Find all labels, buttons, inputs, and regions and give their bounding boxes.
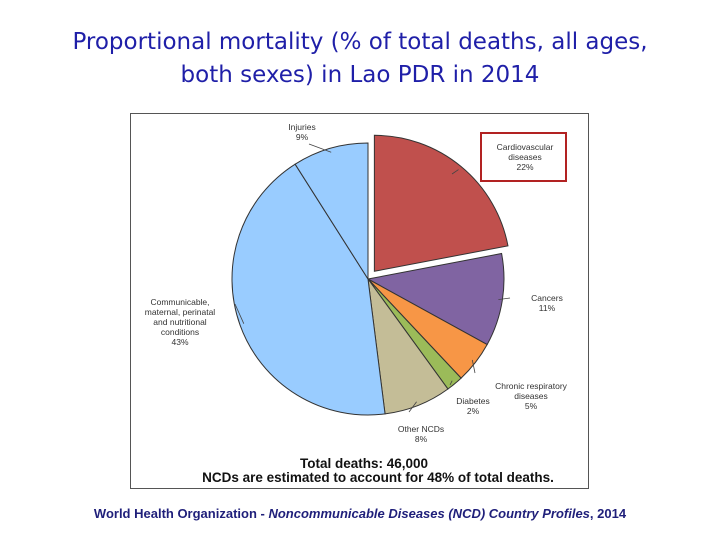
- leader-line: [498, 297, 511, 301]
- slice-name-label: diseases: [514, 391, 548, 401]
- source-year: , 2014: [589, 506, 627, 521]
- pie-chart: Cardiovascular diseases 22%Cancers 11%Chron…: [145, 122, 568, 485]
- slice-percent-label: 22%: [516, 162, 533, 172]
- slice-labels: Cardiovascular diseases 22%Cancers 11%Chron…: [145, 122, 568, 444]
- slice-name-label: Diabetes: [456, 396, 490, 406]
- leader-line: [308, 143, 332, 153]
- ncd-share-label: NCDs are estimated to account for 48% of…: [202, 470, 554, 485]
- pie-slice-communicable: [231, 163, 386, 416]
- slice-percent-label: 2%: [467, 406, 480, 416]
- leader-line: [234, 303, 245, 324]
- slice-name-label: Chronic respiratory: [495, 381, 568, 391]
- slice-label: Other NCDs 8%: [398, 424, 444, 444]
- slice-label: Injuries 9%: [288, 122, 315, 142]
- slice-label: Cancers 11%: [531, 293, 563, 313]
- source-publication: Noncommunicable Diseases (NCD) Country P…: [268, 506, 590, 521]
- slice-label: Communicable, maternal, perinatal and nutr…: [145, 297, 216, 347]
- slice-percent-label: 8%: [415, 434, 428, 444]
- pie-slice-cancers: [366, 252, 505, 346]
- leader-line: [449, 380, 453, 386]
- slice-name-label: diseases: [508, 152, 542, 162]
- source-citation: World Health Organization - Noncommunica…: [0, 506, 720, 521]
- slice-name-label: Cancers: [531, 293, 563, 303]
- slice-label: Cardiovascular diseases 22%: [497, 142, 554, 172]
- slice-percent-label: 43%: [171, 337, 188, 347]
- slice-percent-label: 9%: [296, 132, 309, 142]
- source-org: World Health Organization -: [93, 506, 269, 521]
- slice-percent-label: 5%: [525, 401, 538, 411]
- slice-name-label: and nutritional: [153, 317, 207, 327]
- slide-title-line-2: both sexes) in Lao PDR in 2014: [180, 62, 540, 88]
- leader-line: [408, 401, 417, 413]
- leader-lines: [234, 143, 511, 413]
- slice-label: Chronic respiratory diseases 5%: [495, 381, 568, 411]
- slice-name-label: conditions: [161, 327, 199, 337]
- slice-name-label: Cardiovascular: [497, 142, 554, 152]
- pie-slices: [231, 134, 509, 416]
- total-deaths-label: Total deaths: 46,000: [300, 456, 428, 471]
- highlight-box: [480, 132, 567, 182]
- slice-name-label: maternal, perinatal: [145, 307, 216, 317]
- slice-label: Diabetes 2%: [456, 396, 490, 416]
- leader-line: [471, 359, 476, 374]
- slice-name-label: Other NCDs: [398, 424, 444, 434]
- slide-title: Proportional mortality (% of total death…: [40, 26, 680, 92]
- pie-chart-frame: Cardiovascular diseases 22% Cancers 11% Chron…: [130, 113, 589, 489]
- leader-line: [451, 169, 459, 175]
- slice-percent-label: 11%: [539, 303, 556, 313]
- pie-slice-injuries: [294, 142, 369, 281]
- slide-title-line-1: Proportional mortality (% of total death…: [72, 29, 648, 55]
- slice-name-label: Injuries: [288, 122, 315, 132]
- pie-slice-cardiovascular: [373, 134, 509, 272]
- slice-name-label: Communicable,: [150, 297, 209, 307]
